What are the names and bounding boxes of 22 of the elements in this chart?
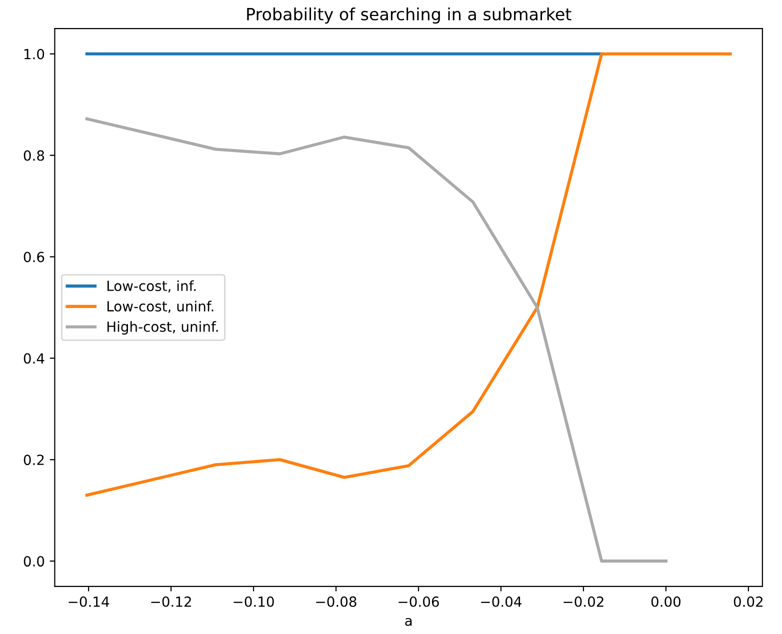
legend-label: High-cost, uninf. [107, 321, 218, 335]
x-tick-label: −0.14 [68, 596, 110, 607]
y-tick-label: 0.4 [24, 353, 44, 364]
x-tick-label: −0.02 [564, 596, 604, 607]
x-axis-title: a [405, 618, 412, 626]
x-tick-label: −0.10 [234, 596, 274, 607]
y-tick-label: 0.6 [24, 252, 44, 262]
x-tick-label: 0.00 [651, 596, 680, 607]
y-tick-label: 0.8 [24, 150, 44, 161]
y-tick-label: 0.2 [24, 454, 44, 466]
chart-title: Probability of searching in a submarket [247, 8, 572, 24]
line-series [85, 117, 668, 563]
line-series [85, 52, 732, 497]
x-tick-label: 0.02 [734, 596, 762, 607]
x-tick-label: −0.06 [398, 596, 439, 607]
legend-label: Low-cost, uninf. [107, 300, 214, 313]
y-tick-label: 1.0 [24, 48, 44, 60]
legend-label: Low-cost, inf. [107, 280, 196, 293]
y-tick-label: 0.0 [24, 556, 44, 567]
x-tick-label: −0.04 [481, 596, 522, 607]
x-tick-label: −0.08 [316, 596, 356, 607]
x-tick-label: −0.12 [151, 596, 191, 607]
